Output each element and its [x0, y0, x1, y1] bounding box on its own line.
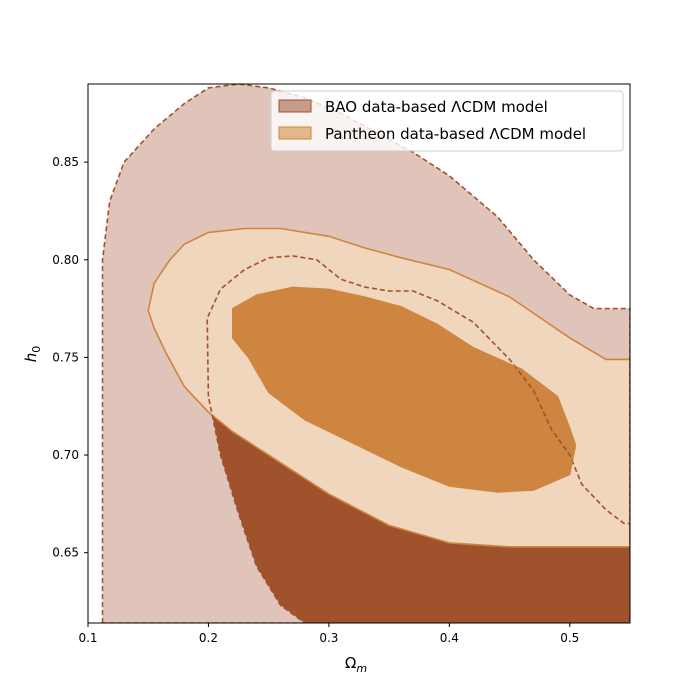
x-tick-label: 0.1 — [78, 631, 97, 645]
legend-label-pantheon: Pantheon data-based ΛCDM model — [325, 125, 586, 143]
plot-frame — [87, 83, 631, 624]
legend-box — [270, 90, 624, 152]
y-tick-label: 0.65 — [52, 546, 79, 560]
x-tick-label: 0.2 — [199, 631, 218, 645]
legend-swatch-pantheon — [278, 126, 312, 140]
x-tick-label: 0.5 — [560, 631, 579, 645]
legend-label-bao: BAO data-based ΛCDM model — [325, 98, 548, 116]
y-tick-label: 0.75 — [52, 350, 79, 364]
contour-layer — [101, 84, 630, 623]
pantheon-1sigma-contour — [232, 286, 577, 493]
x-tick-label: 0.4 — [440, 631, 459, 645]
y-axis-label: h0 — [22, 346, 43, 363]
legend-swatch-bao — [278, 99, 312, 113]
x-axis: 0.1 0.2 0.3 0.4 0.5 — [78, 623, 579, 645]
x-axis-label: Ωm — [345, 654, 367, 675]
y-tick-label: 0.70 — [52, 448, 79, 462]
y-tick-label: 0.85 — [52, 155, 79, 169]
x-tick-label: 0.3 — [319, 631, 338, 645]
legend: BAO data-based ΛCDM model Pantheon data-… — [270, 90, 624, 152]
pantheon-2sigma-contour — [147, 227, 630, 548]
y-axis: 0.65 0.70 0.75 0.80 0.85 — [52, 155, 88, 560]
y-tick-label: 0.80 — [52, 253, 79, 267]
pantheon-1sigma-region — [232, 287, 576, 493]
bao-1sigma-contour — [206, 255, 630, 623]
